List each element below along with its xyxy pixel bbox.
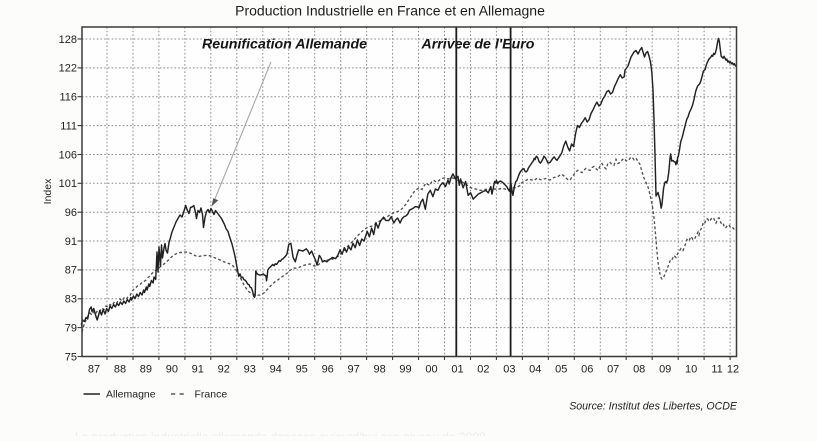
svg-text:02: 02	[477, 364, 489, 376]
svg-text:83: 83	[65, 294, 77, 306]
svg-text:93: 93	[244, 364, 256, 376]
svg-text:09: 09	[659, 364, 671, 376]
svg-text:99: 99	[399, 364, 411, 376]
svg-text:91: 91	[65, 236, 77, 248]
svg-text:122: 122	[59, 63, 77, 75]
svg-text:Index: Index	[42, 178, 54, 204]
svg-text:95: 95	[296, 364, 308, 376]
svg-text:12: 12	[727, 364, 739, 376]
svg-text:90: 90	[166, 364, 178, 376]
svg-text:96: 96	[322, 364, 334, 376]
svg-text:11: 11	[711, 364, 722, 376]
svg-text:Source: Institut des Libertes,: Source: Institut des Libertes, OCDE	[569, 401, 738, 413]
svg-text:111: 111	[60, 120, 77, 132]
svg-text:128: 128	[59, 34, 77, 46]
svg-text:101: 101	[59, 178, 77, 190]
svg-text:Allemagne: Allemagne	[106, 389, 156, 401]
svg-text:07: 07	[607, 364, 619, 376]
svg-text:91: 91	[192, 364, 204, 376]
svg-text:97: 97	[347, 364, 359, 376]
svg-text:96: 96	[65, 207, 77, 219]
svg-text:116: 116	[59, 92, 77, 104]
svg-text:94: 94	[270, 364, 282, 376]
svg-text:Reunification Allemande: Reunification Allemande	[202, 37, 367, 53]
svg-text:Arrivee de l'Euro: Arrivee de l'Euro	[421, 37, 535, 53]
svg-text:La production industrielle all: La production industrielle allemande dep…	[75, 430, 486, 436]
svg-text:08: 08	[633, 364, 645, 376]
svg-text:05: 05	[555, 364, 567, 376]
svg-text:92: 92	[218, 364, 230, 376]
svg-text:00: 00	[425, 364, 437, 376]
svg-text:France: France	[195, 389, 228, 401]
svg-text:87: 87	[65, 265, 77, 277]
svg-text:75: 75	[65, 351, 77, 363]
svg-text:88: 88	[114, 364, 126, 376]
svg-text:10: 10	[685, 364, 697, 376]
svg-text:87: 87	[88, 364, 100, 376]
svg-text:98: 98	[373, 364, 385, 376]
svg-text:Production Industrielle en Fra: Production Industrielle en France et en …	[235, 3, 545, 19]
svg-text:06: 06	[581, 364, 593, 376]
svg-text:03: 03	[503, 364, 515, 376]
svg-text:01: 01	[451, 364, 463, 376]
svg-text:106: 106	[59, 149, 77, 161]
svg-text:04: 04	[529, 364, 541, 376]
svg-text:79: 79	[65, 322, 77, 334]
svg-text:89: 89	[140, 364, 152, 376]
